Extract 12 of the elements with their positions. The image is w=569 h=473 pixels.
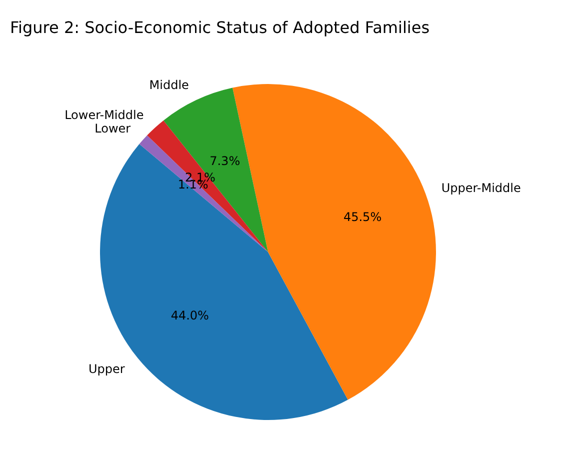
- slice-label: Upper: [88, 362, 125, 376]
- pie-slice: [163, 88, 268, 252]
- slice-label: Lower: [94, 121, 131, 136]
- slice-label: Upper-Middle: [441, 180, 521, 195]
- slice-label: Lower-Middle: [64, 108, 144, 122]
- data-label: 7.3%: [210, 154, 240, 168]
- data-label: 44.0%: [170, 308, 209, 323]
- slice-label: Middle: [149, 78, 189, 92]
- pie-slice: [139, 135, 268, 252]
- pie-slice: [147, 120, 268, 252]
- chart-title: Figure 2: Socio-Economic Status of Adopted Families: [10, 18, 430, 37]
- data-label: 45.5%: [343, 210, 382, 224]
